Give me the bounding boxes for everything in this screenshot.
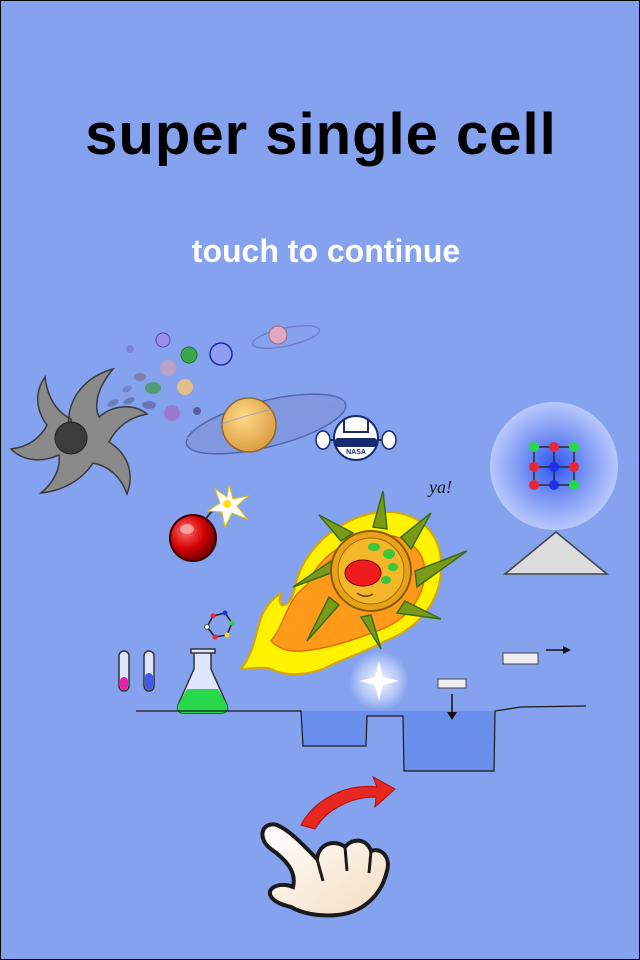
- sparkle-icon: [349, 651, 409, 711]
- triangle-icon: [502, 531, 610, 575]
- swipe-arrow-icon: [300, 775, 396, 830]
- benzene-molecule-icon: [204, 610, 235, 640]
- bomb-icon: [169, 484, 250, 562]
- ground-terrain: [136, 705, 587, 772]
- spiral-galaxy-icon: [9, 332, 233, 497]
- flaming-cell-icon: [238, 490, 468, 676]
- small-planet-icon: [251, 324, 321, 350]
- satellite-icon: NASA: [315, 415, 397, 461]
- nasa-label: NASA: [346, 449, 366, 456]
- flask-icon: [176, 648, 229, 714]
- shout-text: ya!: [427, 477, 452, 497]
- crystal-lattice-icon: [490, 402, 618, 530]
- ringed-planet-icon: [180, 393, 347, 455]
- game-title: super single cell: [85, 102, 557, 167]
- test-tubes-icon: [118, 650, 155, 692]
- touch-to-continue-prompt[interactable]: touch to continue: [191, 233, 461, 269]
- sliding-block-icon: [502, 646, 571, 665]
- falling-block-icon: [437, 678, 467, 720]
- swipe-hand-icon: [260, 822, 390, 918]
